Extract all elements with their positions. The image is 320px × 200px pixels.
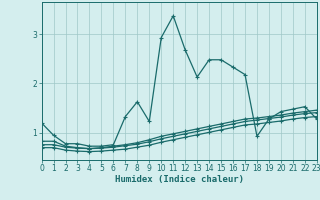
X-axis label: Humidex (Indice chaleur): Humidex (Indice chaleur): [115, 175, 244, 184]
